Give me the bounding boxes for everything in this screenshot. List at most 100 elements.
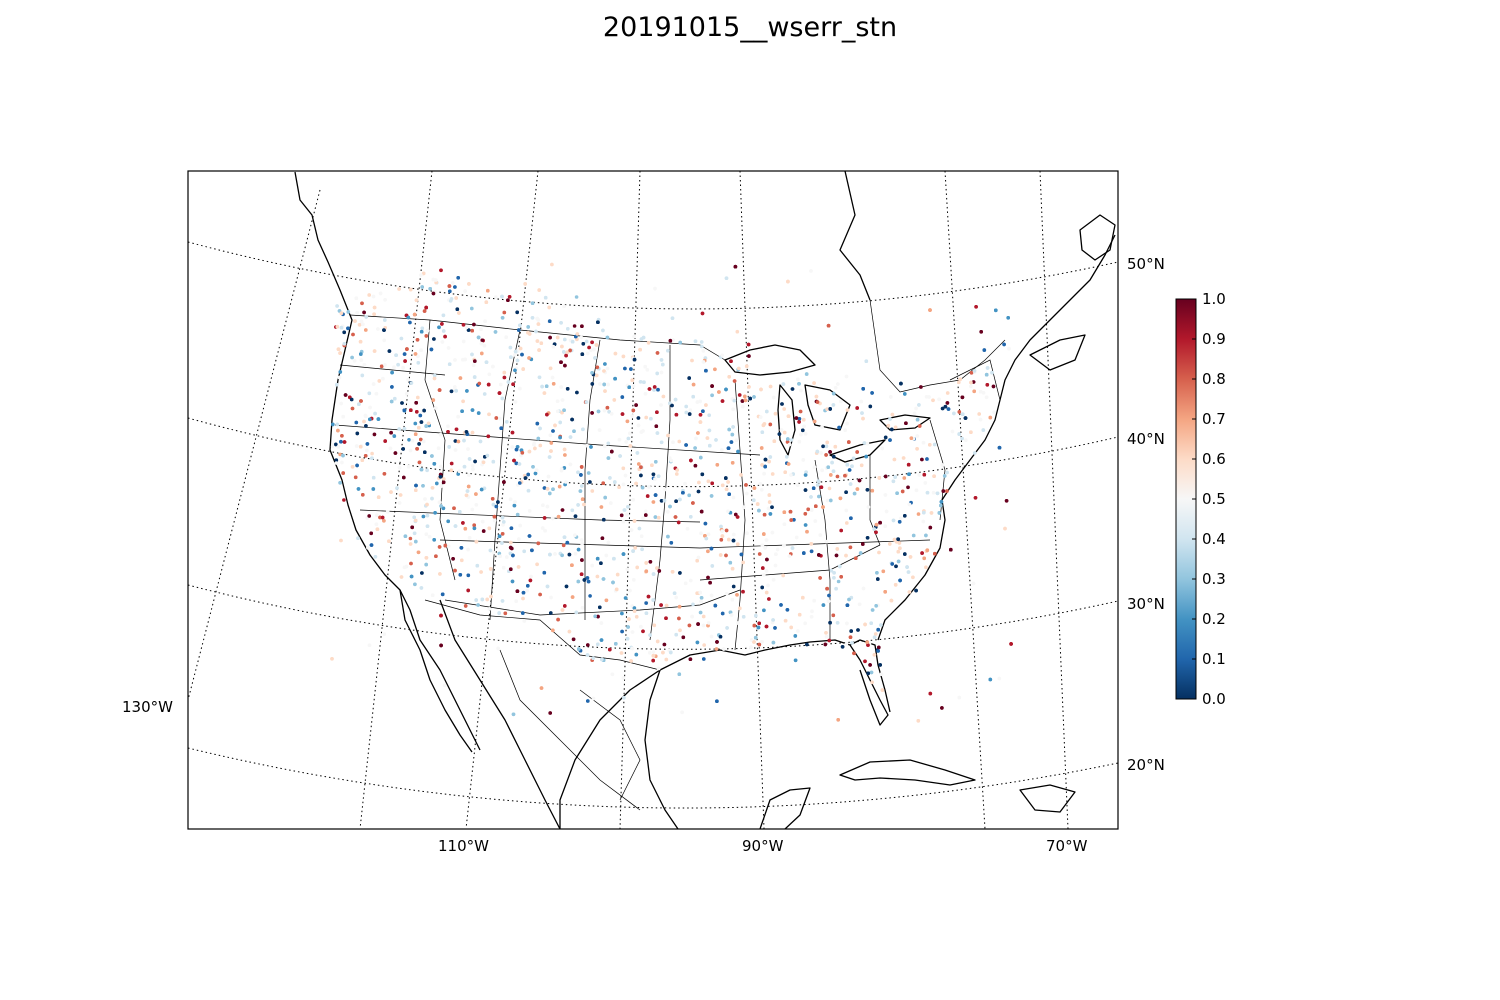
- station-marker: [548, 335, 552, 340]
- station-marker: [1003, 526, 1007, 531]
- station-marker: [681, 635, 686, 640]
- baja-california: [399, 589, 473, 753]
- station-marker: [497, 534, 502, 538]
- station-marker: [659, 403, 663, 407]
- station-marker: [565, 387, 570, 391]
- station-marker: [383, 363, 387, 367]
- station-marker: [602, 517, 606, 522]
- station-marker: [727, 537, 731, 542]
- station-marker: [829, 498, 833, 503]
- station-marker: [404, 392, 409, 396]
- station-marker: [486, 382, 491, 387]
- station-marker: [744, 364, 749, 369]
- station-marker: [638, 380, 643, 384]
- station-marker: [613, 376, 617, 381]
- station-marker: [510, 445, 515, 449]
- station-marker: [418, 413, 423, 418]
- station-marker: [463, 526, 468, 531]
- station-marker: [605, 335, 610, 340]
- station-marker: [576, 579, 581, 584]
- station-marker: [494, 504, 499, 509]
- station-marker: [957, 410, 962, 414]
- station-marker: [863, 659, 867, 664]
- station-marker: [838, 496, 843, 501]
- station-marker: [511, 553, 515, 558]
- station-marker: [906, 462, 911, 467]
- station-marker: [906, 570, 911, 574]
- station-marker: [370, 451, 374, 456]
- station-marker: [490, 497, 495, 501]
- station-marker: [466, 328, 471, 332]
- station-marker: [931, 490, 936, 495]
- station-marker: [917, 424, 922, 428]
- station-marker: [835, 621, 840, 625]
- station-marker: [860, 411, 864, 415]
- station-marker: [424, 305, 429, 310]
- station-marker: [551, 344, 556, 349]
- station-marker: [669, 650, 673, 655]
- station-marker: [586, 699, 590, 703]
- station-marker: [701, 614, 706, 619]
- station-marker: [579, 538, 584, 542]
- station-marker: [414, 539, 418, 544]
- station-marker: [586, 579, 591, 584]
- station-marker: [462, 438, 466, 443]
- meridian-70w: [1039, 171, 1069, 829]
- station-marker: [378, 291, 383, 296]
- station-marker: [726, 480, 730, 484]
- hudson-bay-edge: [839, 171, 871, 301]
- station-marker: [726, 446, 731, 451]
- station-marker: [542, 391, 547, 395]
- station-marker: [847, 597, 851, 602]
- station-marker: [514, 461, 519, 466]
- station-marker: [695, 640, 700, 645]
- station-marker: [816, 483, 820, 487]
- station-marker: [957, 432, 961, 436]
- station-marker: [520, 352, 524, 357]
- station-marker: [541, 503, 545, 508]
- station-marker: [421, 514, 426, 519]
- station-marker: [474, 598, 479, 602]
- station-marker: [502, 370, 507, 375]
- station-marker: [423, 450, 427, 455]
- station-marker: [412, 515, 417, 520]
- station-marker: [500, 532, 505, 536]
- station-marker: [420, 326, 425, 331]
- station-marker: [356, 487, 361, 491]
- station-marker: [678, 571, 682, 575]
- station-marker: [933, 551, 937, 556]
- station-marker: [421, 484, 425, 488]
- station-marker: [346, 326, 350, 331]
- station-marker: [801, 428, 805, 433]
- station-marker: [542, 486, 547, 490]
- station-marker: [580, 352, 585, 357]
- station-marker: [397, 501, 402, 505]
- station-marker: [883, 474, 888, 479]
- colorbar-tick-label: 0.0: [1202, 690, 1226, 708]
- station-marker: [898, 546, 902, 550]
- station-marker: [908, 555, 913, 559]
- station-marker: [424, 334, 429, 338]
- station-marker: [539, 341, 544, 346]
- station-marker: [724, 387, 728, 392]
- station-marker: [848, 545, 853, 550]
- station-marker: [878, 520, 882, 525]
- station-marker: [801, 595, 805, 600]
- station-marker: [612, 398, 617, 402]
- station-marker: [898, 578, 902, 583]
- station-marker: [707, 428, 712, 433]
- station-marker: [654, 460, 658, 464]
- station-marker: [857, 478, 862, 483]
- station-marker: [339, 401, 344, 406]
- station-marker: [656, 387, 660, 392]
- station-marker: [920, 551, 924, 555]
- station-marker: [940, 463, 945, 467]
- station-marker: [466, 447, 470, 451]
- station-marker: [497, 611, 502, 615]
- station-marker: [399, 575, 404, 579]
- station-marker: [893, 425, 898, 430]
- station-marker: [730, 432, 735, 437]
- station-marker: [789, 625, 793, 630]
- station-marker: [743, 394, 747, 399]
- station-marker: [866, 671, 870, 676]
